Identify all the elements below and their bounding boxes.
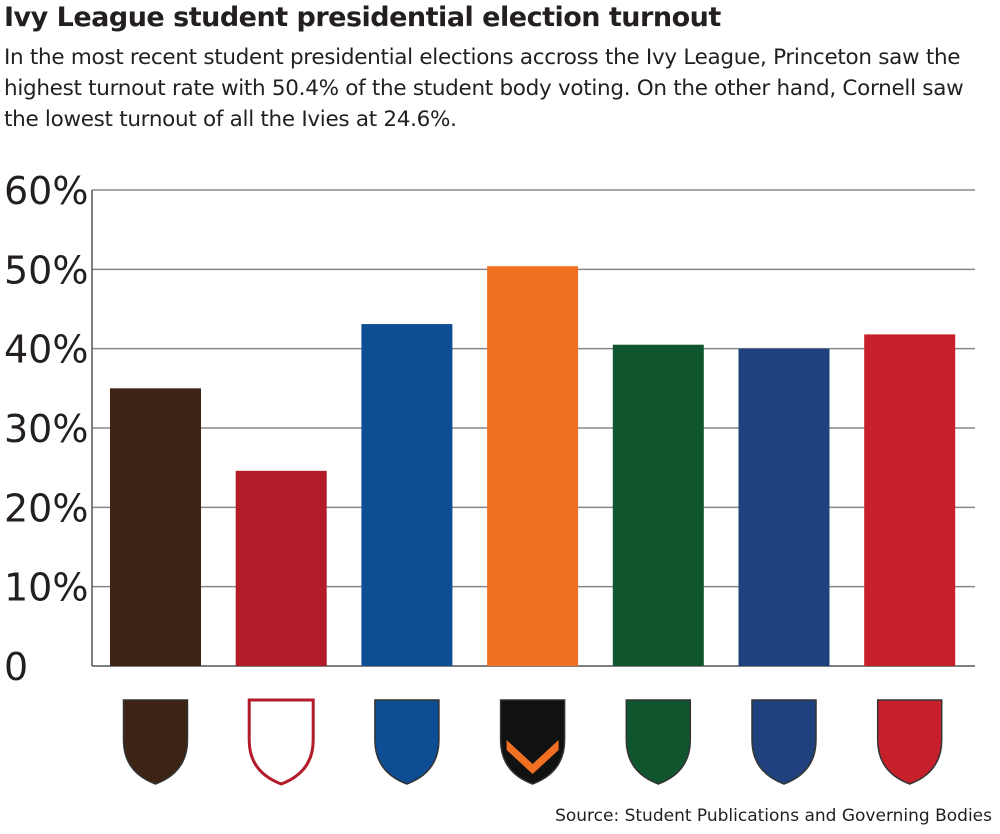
y-tick-label: 50% bbox=[4, 248, 88, 292]
chart-title: Ivy League student presidential election… bbox=[4, 2, 721, 33]
y-tick-label: 40% bbox=[4, 328, 88, 372]
y-tick-label: 10% bbox=[4, 566, 88, 610]
source-note: Source: Student Publications and Governi… bbox=[555, 806, 992, 826]
y-tick-label: 60% bbox=[4, 169, 88, 213]
bar-yale bbox=[361, 324, 453, 666]
chart-subtitle: In the most recent student presidential … bbox=[4, 45, 964, 132]
logo-brown bbox=[122, 699, 189, 785]
y-tick-label: 0 bbox=[4, 645, 28, 689]
logo-harvard bbox=[876, 699, 943, 785]
bar-princeton bbox=[487, 266, 579, 666]
logo-dartmouth bbox=[625, 699, 692, 785]
logo-cornell bbox=[247, 698, 315, 786]
logo-princeton bbox=[499, 699, 566, 785]
y-tick-label: 20% bbox=[4, 486, 88, 530]
bar-harvard bbox=[864, 334, 956, 666]
bar-brown bbox=[110, 388, 201, 666]
bar-cornell bbox=[235, 470, 327, 666]
logo-penn bbox=[751, 699, 817, 785]
bar-penn bbox=[738, 348, 830, 666]
logo-yale bbox=[374, 699, 440, 785]
bar-dartmouth bbox=[612, 344, 704, 666]
y-tick-label: 30% bbox=[4, 407, 88, 451]
